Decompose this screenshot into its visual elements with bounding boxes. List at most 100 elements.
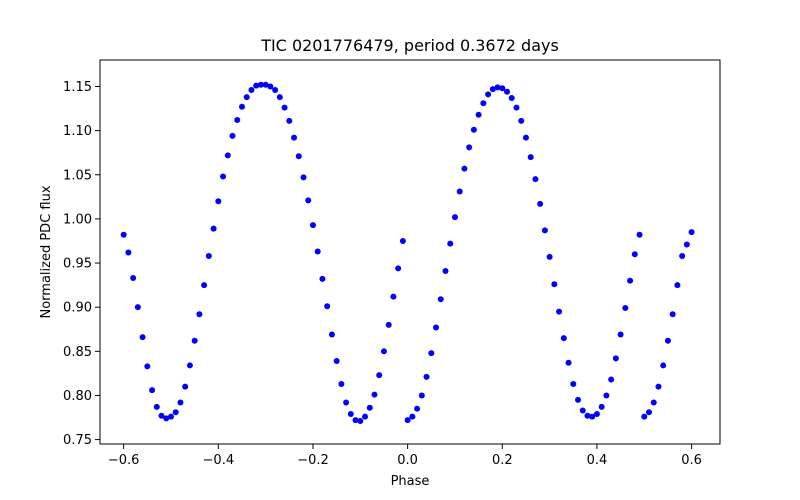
- data-point: [328, 331, 335, 338]
- data-point: [617, 331, 624, 338]
- data-point: [683, 241, 690, 248]
- data-point: [664, 337, 671, 344]
- data-point: [556, 308, 563, 315]
- data-point: [679, 252, 686, 259]
- data-point: [172, 409, 179, 416]
- data-point: [655, 383, 662, 390]
- data-point: [522, 134, 529, 141]
- x-tick-label: 0.6: [681, 453, 702, 468]
- data-point: [437, 296, 444, 303]
- data-point: [153, 403, 160, 410]
- data-point: [414, 405, 421, 412]
- data-point: [489, 86, 496, 93]
- data-point: [589, 413, 596, 420]
- data-point: [646, 409, 653, 416]
- data-point: [541, 227, 548, 234]
- data-point: [144, 363, 151, 370]
- data-point: [456, 188, 463, 195]
- y-tick-label: 1.00: [63, 212, 92, 227]
- data-point: [518, 117, 525, 124]
- data-point: [191, 337, 198, 344]
- data-point: [130, 275, 137, 282]
- data-point: [120, 231, 127, 238]
- data-point: [669, 311, 676, 318]
- data-point: [598, 403, 605, 410]
- data-point: [338, 380, 345, 387]
- data-point: [565, 359, 572, 366]
- y-axis-label: Normalized PDC flux: [39, 185, 54, 318]
- data-point: [537, 200, 544, 207]
- data-point: [551, 281, 558, 288]
- x-tick-label: −0.2: [297, 453, 329, 468]
- data-point: [300, 174, 307, 181]
- data-point: [376, 372, 383, 379]
- data-point: [688, 229, 695, 236]
- data-point: [527, 154, 534, 161]
- y-tick-label: 1.05: [63, 168, 92, 183]
- data-point: [674, 282, 681, 289]
- data-point: [305, 197, 312, 204]
- data-point: [508, 94, 515, 101]
- data-point: [461, 165, 468, 172]
- data-point: [404, 417, 411, 424]
- data-point: [224, 152, 231, 159]
- data-point: [593, 410, 600, 417]
- data-point: [163, 415, 170, 422]
- x-axis-label: Phase: [391, 474, 430, 489]
- data-point: [343, 399, 350, 406]
- data-point: [281, 104, 288, 111]
- data-point: [347, 410, 354, 417]
- data-point: [366, 404, 373, 411]
- data-point: [395, 265, 402, 272]
- data-point: [612, 355, 619, 362]
- x-tick-label: −0.6: [108, 453, 140, 468]
- data-point: [603, 392, 610, 399]
- data-point: [125, 249, 132, 256]
- data-point: [451, 214, 458, 221]
- data-point: [158, 412, 165, 419]
- data-point: [210, 225, 217, 232]
- y-tick-label: 0.85: [63, 345, 92, 360]
- data-point: [220, 173, 227, 180]
- data-point: [650, 399, 657, 406]
- data-point: [418, 392, 425, 399]
- data-point: [466, 144, 473, 151]
- data-point: [494, 84, 501, 91]
- data-point: [499, 85, 506, 92]
- data-point: [234, 117, 241, 124]
- data-point: [513, 104, 520, 111]
- data-point: [248, 87, 255, 94]
- data-point: [286, 117, 293, 124]
- data-point: [229, 132, 236, 139]
- data-point: [504, 88, 511, 95]
- y-tick-label: 1.15: [63, 80, 92, 95]
- data-point: [243, 94, 250, 101]
- data-point: [380, 348, 387, 355]
- data-point: [295, 153, 302, 160]
- x-tick-label: 0.4: [587, 453, 608, 468]
- data-point: [362, 413, 369, 420]
- data-point: [267, 83, 274, 90]
- y-tick-label: 0.90: [63, 301, 92, 316]
- data-point: [177, 399, 184, 406]
- data-point: [167, 413, 174, 420]
- data-point: [314, 248, 321, 255]
- data-point: [660, 362, 667, 369]
- data-point: [447, 240, 454, 247]
- data-point: [276, 94, 283, 101]
- data-points: [120, 81, 695, 425]
- data-point: [357, 418, 364, 425]
- data-point: [253, 82, 260, 89]
- data-point: [608, 376, 615, 383]
- data-point: [238, 103, 245, 110]
- data-point: [186, 362, 193, 369]
- y-tick-label: 0.80: [63, 389, 92, 404]
- data-point: [371, 391, 378, 398]
- data-point: [428, 350, 435, 357]
- data-point: [627, 277, 634, 284]
- data-point: [475, 111, 482, 118]
- data-point: [149, 387, 156, 394]
- data-point: [205, 252, 212, 259]
- data-point: [409, 413, 416, 420]
